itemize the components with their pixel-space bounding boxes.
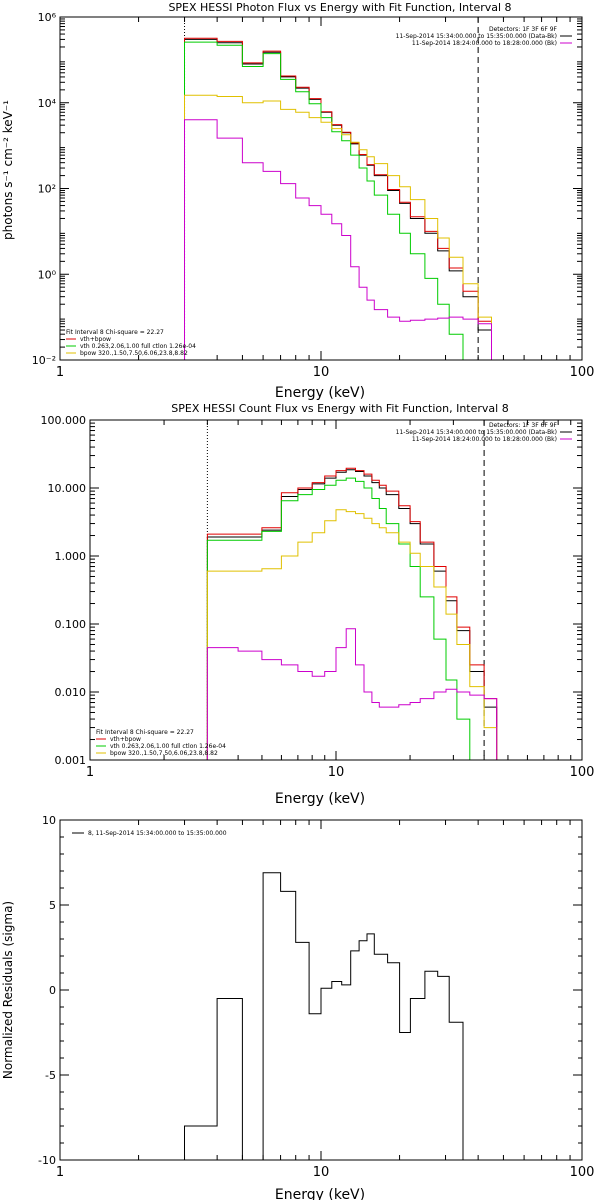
panel1-axis-ticks: 1 10 100 10⁻² 10⁰ 10² 10⁴ 10⁶ bbox=[32, 11, 595, 380]
panel3-xlabel: Energy (keV) bbox=[275, 1187, 365, 1200]
panel2-series-vth bbox=[206, 477, 485, 761]
panel1-legend-data-label: 11-Sep-2014 15:34:00.000 to 15:35:00.000… bbox=[396, 33, 557, 40]
panel2-xlabel: Energy (keV) bbox=[275, 791, 365, 807]
panel3-ytick-label: -5 bbox=[45, 1069, 56, 1082]
panel2-fit-total-label: vth+bpow bbox=[110, 736, 141, 743]
panel1-legend-bottom: Fit Interval 8 Chi-square = 22.27 vth+bp… bbox=[66, 329, 196, 357]
panel2-legend-detectors: Detectors: 1F 3F 6F 9F bbox=[489, 422, 558, 429]
panel2-legend-bk-label: 11-Sep-2014 18:24:00.000 to 18:28:00.000… bbox=[412, 436, 557, 443]
panel1-xtick-label: 1 bbox=[56, 365, 64, 380]
panel3-legend-label: 8, 11-Sep-2014 15:34:00.000 to 15:35:00.… bbox=[88, 830, 227, 837]
panel2-axis-ticks: 1 10 100 0.001 0.010 0.100 1.000 10.000 100.000 bbox=[41, 414, 595, 780]
panel2-legend-top: Detectors: 1F 3F 6F 9F 11-Sep-2014 15:34… bbox=[396, 422, 572, 443]
panel1-series-bpow bbox=[184, 94, 504, 361]
panel2-series-bpow bbox=[206, 509, 508, 761]
panel3-axis-ticks: 1 10 100 -10 -5 0 5 10 bbox=[38, 814, 594, 1180]
photon-flux-panel: SPEX HESSI Photon Flux vs Energy with Fi… bbox=[1, 1, 594, 401]
panel2-fit-header: Fit Interval 8 Chi-square = 22.27 bbox=[96, 729, 194, 736]
panel1-xtick-label: 100 bbox=[570, 365, 595, 380]
panel1-ytick-label: 10⁻² bbox=[32, 354, 56, 367]
panel2-ytick-label: 0.001 bbox=[55, 754, 87, 767]
panel1-series-vth bbox=[184, 41, 479, 361]
panel1-ytick-label: 10⁰ bbox=[38, 268, 57, 281]
panel3-ytick-label: 10 bbox=[42, 814, 56, 827]
panel1-xtick-label: 10 bbox=[313, 365, 330, 380]
panel3-series-data bbox=[184, 872, 479, 1161]
panel3-xtick-label: 1 bbox=[56, 1165, 64, 1180]
panel2-fit-bpow-label: bpow 320.,1.50,7.50,6.06,23.8,8.82 bbox=[110, 750, 218, 757]
panel3-xtick-label: 10 bbox=[313, 1165, 330, 1180]
residuals-panel: Normalized Residuals (sigma) Energy (keV… bbox=[1, 814, 594, 1200]
panel3-xtick-label: 100 bbox=[570, 1165, 595, 1180]
panel1-fit-vth-label: vth 0.263,2.06,1.00 full ctlon 1.26e-04 bbox=[80, 343, 196, 350]
panel2-legend-data-label: 11-Sep-2014 15:34:00.000 to 15:35:00.000… bbox=[396, 429, 557, 436]
panel2-xtick-label: 1 bbox=[86, 765, 94, 780]
panel1-ytick-label: 10⁴ bbox=[38, 97, 57, 110]
panel3-ylabel: Normalized Residuals (sigma) bbox=[1, 901, 15, 1079]
panel2-series-bk bbox=[206, 628, 498, 760]
panel1-ytick-label: 10⁶ bbox=[38, 11, 57, 24]
panel1-series-group bbox=[184, 17, 504, 361]
panel3-frame bbox=[59, 819, 583, 1161]
panel1-fit-total-label: vth+bpow bbox=[80, 336, 111, 343]
panel2-fit-vth-label: vth 0.263,2.06,1.00 full ctlon 1.26e-04 bbox=[110, 743, 226, 750]
panel2-xtick-label: 100 bbox=[570, 765, 595, 780]
panel2-ytick-label: 100.000 bbox=[41, 414, 87, 427]
panel2-ytick-label: 1.000 bbox=[55, 550, 87, 563]
panel2-series-group bbox=[206, 420, 508, 761]
panel2-legend-bottom: Fit Interval 8 Chi-square = 22.27 vth+bp… bbox=[96, 729, 226, 757]
panel1-legend-top: Detectors: 1F 3F 6F 9F 11-Sep-2014 15:34… bbox=[396, 26, 572, 47]
panel1-title: SPEX HESSI Photon Flux vs Energy with Fi… bbox=[168, 1, 511, 14]
panel2-ytick-label: 0.100 bbox=[55, 618, 87, 631]
panel3-legend: 8, 11-Sep-2014 15:34:00.000 to 15:35:00.… bbox=[72, 830, 227, 837]
panel3-ytick-label: 5 bbox=[49, 899, 56, 912]
panel1-legend-detectors: Detectors: 1F 3F 6F 9F bbox=[489, 26, 558, 33]
panel3-series-group bbox=[184, 872, 479, 1161]
panel2-frame bbox=[89, 419, 583, 761]
panel1-series-bk bbox=[184, 119, 492, 360]
panel3-ytick-label: 0 bbox=[49, 984, 56, 997]
panel2-ytick-label: 0.010 bbox=[55, 686, 87, 699]
panel2-series-total bbox=[206, 467, 508, 761]
panel2-xtick-label: 10 bbox=[328, 765, 345, 780]
panel1-ytick-label: 10² bbox=[38, 183, 56, 196]
panel2-ytick-label: 10.000 bbox=[48, 482, 87, 495]
panel1-frame bbox=[59, 16, 583, 361]
count-flux-panel: SPEX HESSI Count Flux vs Energy with Fit… bbox=[41, 402, 595, 807]
panel1-xlabel: Energy (keV) bbox=[275, 385, 365, 401]
panel1-legend-bk-label: 11-Sep-2014 18:24:00.000 to 18:28:00.000… bbox=[412, 40, 557, 47]
panel1-fit-bpow-label: bpow 320.,1.50,7.50,6.06,23.8,8.82 bbox=[80, 350, 188, 357]
panel3-ytick-label: -10 bbox=[38, 1154, 56, 1167]
panel1-ylabel: photons s⁻¹ cm⁻² keV⁻¹ bbox=[1, 100, 15, 240]
panel2-title: SPEX HESSI Count Flux vs Energy with Fit… bbox=[171, 402, 508, 415]
panel1-fit-header: Fit Interval 8 Chi-square = 22.27 bbox=[66, 329, 164, 336]
